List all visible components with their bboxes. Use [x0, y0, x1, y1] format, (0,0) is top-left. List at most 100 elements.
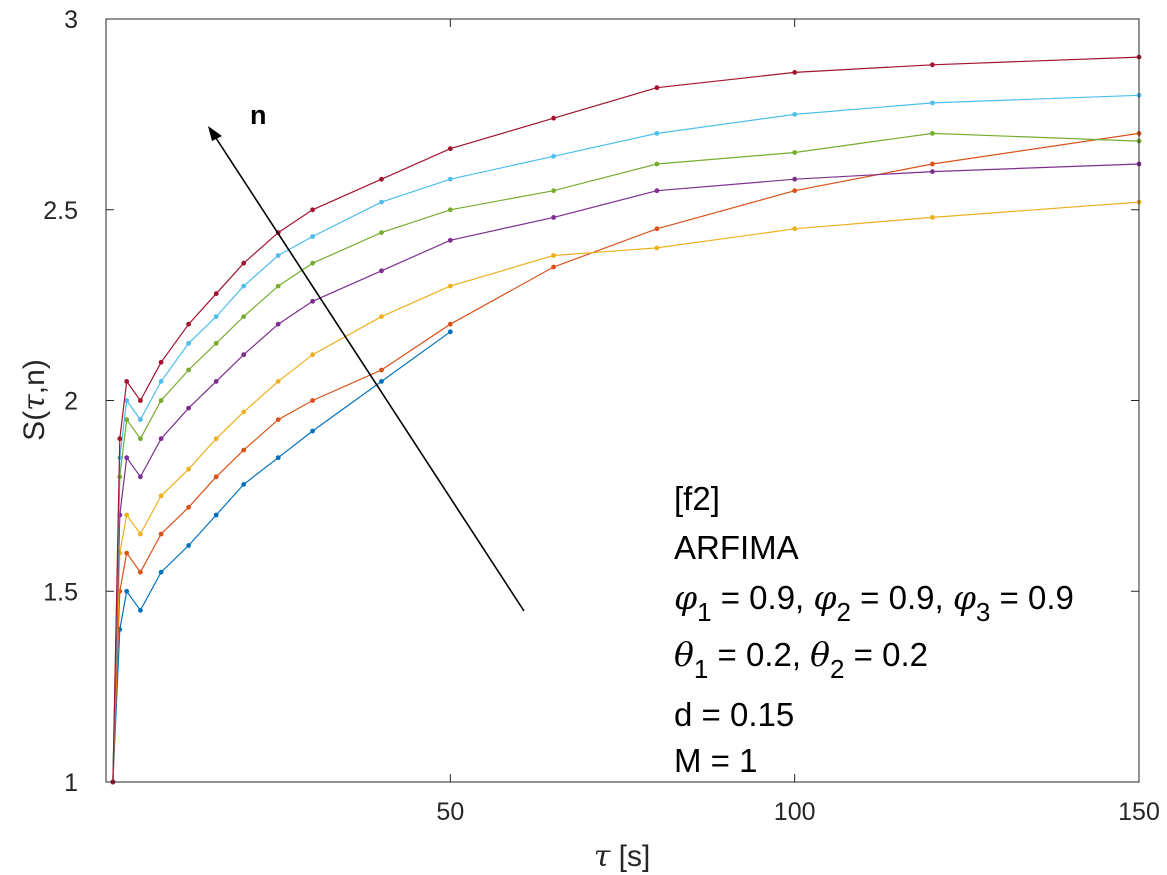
data-point	[241, 283, 247, 289]
data-point	[447, 321, 453, 327]
data-point	[447, 237, 453, 243]
data-point	[241, 482, 247, 487]
data-point	[241, 314, 247, 319]
data-point	[310, 398, 315, 403]
annotation-m: M = 1	[674, 742, 757, 779]
data-point	[930, 62, 935, 68]
data-point	[447, 283, 453, 289]
data-point	[654, 131, 660, 136]
data-point	[379, 367, 384, 373]
ticks-layer: 50 100 150 1 1.5 2 2.5 3	[43, 6, 1160, 826]
data-point	[186, 504, 192, 510]
data-point	[275, 455, 281, 461]
data-point	[124, 512, 130, 518]
data-point	[379, 268, 384, 274]
data-point	[654, 161, 660, 167]
data-point	[379, 379, 384, 384]
annotation-theta-line: θ1 = 0.2, θ2 = 0.2	[674, 635, 928, 684]
series-line-n1	[112, 331, 451, 783]
data-point	[138, 398, 143, 403]
data-point	[379, 314, 384, 319]
data-point	[275, 379, 281, 384]
data-point	[551, 115, 556, 121]
data-point	[310, 207, 315, 213]
data-point	[138, 607, 143, 613]
data-point	[551, 264, 556, 270]
data-point	[792, 226, 798, 232]
data-point	[654, 188, 660, 194]
data-point	[447, 146, 453, 152]
n-arrow	[208, 126, 525, 612]
data-point	[275, 253, 281, 258]
data-point	[186, 340, 192, 346]
y-tick-label: 1.5	[43, 578, 78, 606]
arrow-shaft	[213, 134, 525, 612]
data-point	[654, 226, 660, 232]
data-point	[241, 447, 247, 453]
data-point	[930, 131, 935, 136]
x-tick-label: 50	[436, 798, 464, 826]
data-point	[792, 188, 798, 194]
x-tick-label: 100	[774, 798, 816, 826]
data-point	[447, 329, 453, 335]
data-point	[138, 436, 143, 442]
y-axis-label: S(τ,n)	[17, 359, 52, 441]
data-point	[930, 161, 935, 167]
data-point	[213, 340, 219, 346]
data-point	[930, 215, 935, 220]
data-point	[158, 436, 164, 442]
y-tick-label: 1	[64, 769, 78, 797]
annotation-d: d = 0.15	[674, 696, 794, 733]
data-point	[158, 379, 164, 384]
data-point	[241, 409, 247, 415]
data-point	[275, 321, 281, 327]
data-point	[930, 169, 935, 175]
data-point	[792, 150, 798, 155]
data-point	[275, 283, 281, 289]
x-axis-label: τ [s]	[594, 839, 651, 874]
data-point	[654, 85, 660, 91]
data-point	[158, 569, 164, 575]
data-point	[379, 176, 384, 182]
data-point	[310, 260, 315, 266]
data-point	[213, 436, 219, 442]
data-point	[213, 512, 219, 518]
data-point	[158, 359, 164, 365]
data-point	[158, 493, 164, 499]
data-point	[124, 588, 130, 594]
data-point	[551, 153, 556, 159]
data-point	[213, 474, 219, 480]
annotation-model: ARFIMA	[674, 529, 799, 566]
data-point	[124, 379, 130, 384]
annotation-tag: [f2]	[674, 480, 720, 517]
data-point	[379, 199, 384, 205]
x-tick-label: 150	[1118, 798, 1160, 826]
data-point	[275, 417, 281, 422]
data-point	[138, 417, 143, 422]
data-point	[310, 298, 315, 304]
data-point	[310, 428, 315, 434]
arrow-label-n: n	[250, 100, 267, 130]
series-n3	[110, 199, 1142, 785]
data-point	[447, 176, 453, 182]
annotation-block: [f2] ARFIMA φ1 = 0.9, φ2 = 0.9, φ3 = 0.9…	[674, 480, 1074, 779]
series-n1	[110, 329, 453, 785]
data-point	[241, 352, 247, 358]
data-point	[930, 100, 935, 106]
data-point	[551, 188, 556, 194]
data-point	[551, 253, 556, 258]
data-point	[792, 70, 798, 75]
data-point	[241, 260, 247, 266]
data-point	[124, 455, 130, 461]
data-point	[213, 314, 219, 319]
data-point	[186, 466, 192, 472]
data-point	[379, 230, 384, 236]
data-point	[138, 474, 143, 480]
data-point	[551, 215, 556, 220]
data-point	[310, 234, 315, 239]
data-point	[158, 398, 164, 403]
annotation-phi-line: φ1 = 0.9, φ2 = 0.9, φ3 = 0.9	[674, 578, 1074, 627]
data-point	[124, 417, 130, 422]
